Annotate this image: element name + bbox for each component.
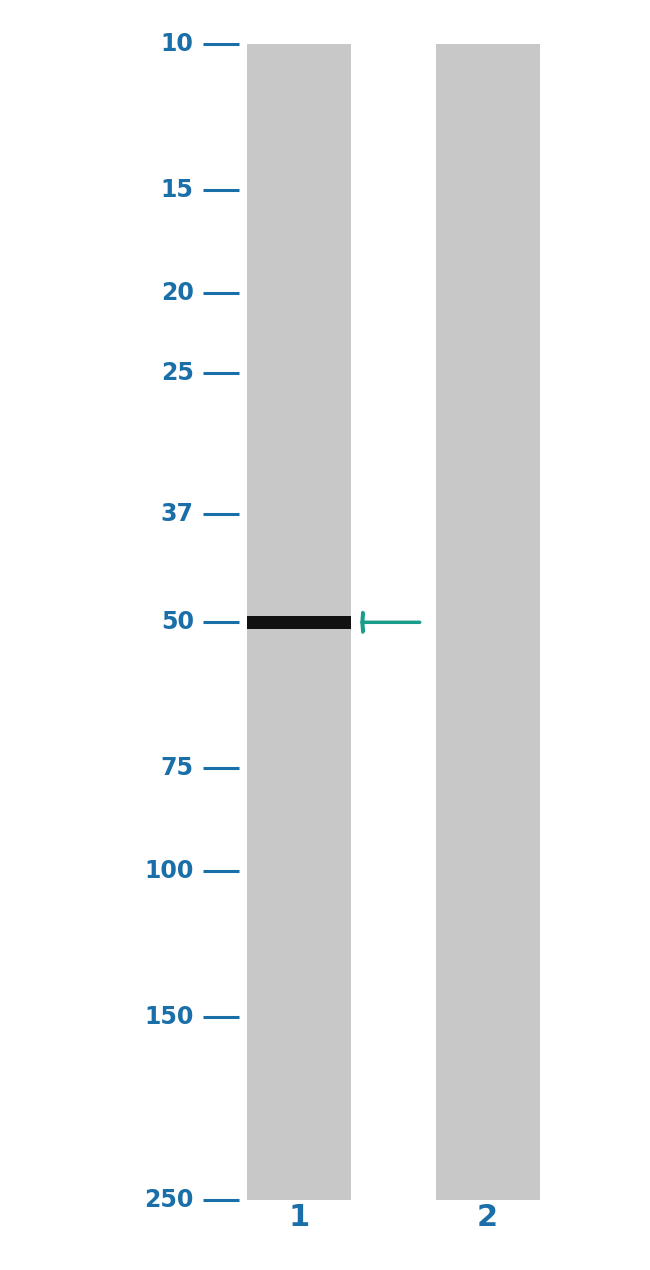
Bar — [247, 616, 351, 629]
Text: 150: 150 — [144, 1005, 194, 1029]
Text: 15: 15 — [161, 178, 194, 202]
Text: 20: 20 — [161, 282, 194, 305]
Text: 100: 100 — [144, 860, 194, 883]
Text: 25: 25 — [161, 362, 194, 385]
Text: 250: 250 — [144, 1189, 194, 1212]
Text: 10: 10 — [161, 33, 194, 56]
Text: 75: 75 — [161, 756, 194, 780]
Bar — [436, 44, 540, 1200]
Text: 1: 1 — [289, 1203, 309, 1232]
Bar — [247, 44, 351, 1200]
Text: 2: 2 — [477, 1203, 498, 1232]
Text: 50: 50 — [161, 611, 194, 634]
Text: 37: 37 — [161, 502, 194, 526]
